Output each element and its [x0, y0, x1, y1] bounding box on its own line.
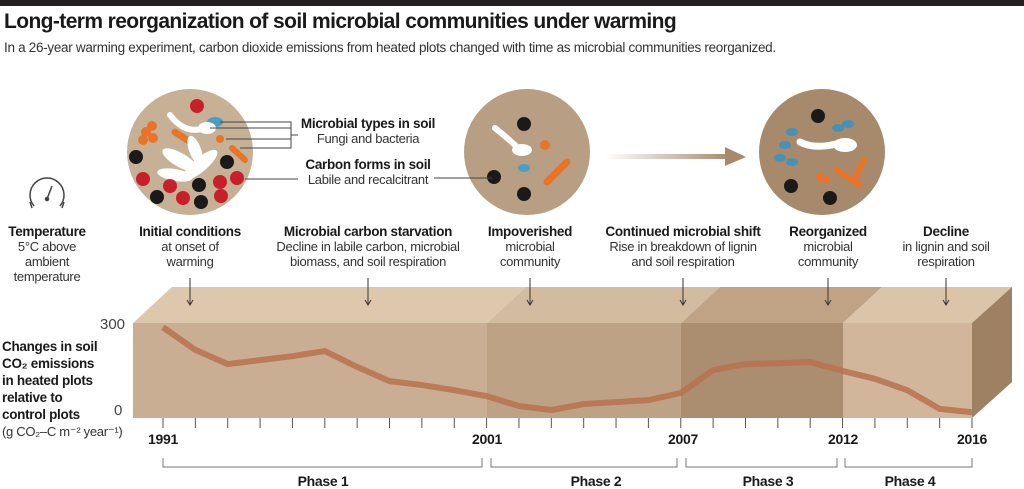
stage-continued-shift: Continued microbial shift Rise in breakd… [605, 224, 761, 269]
stage-text: ambient [24, 254, 70, 269]
phase-label: Phase 4 [884, 473, 936, 489]
top-bar [0, 0, 1024, 6]
impoverished-community-circle [464, 89, 590, 215]
stage-carbon-starvation: Microbial carbon starvation Decline in l… [276, 224, 459, 269]
stage-title: Microbial carbon starvation [283, 224, 453, 239]
y-label-line: relative to [2, 390, 63, 405]
year-ticks [162, 418, 973, 428]
stage-title: Impoverished [487, 224, 573, 239]
y-label-line: Changes in soil [2, 339, 98, 354]
y-label-line: CO₂ emissions [2, 356, 95, 371]
stage-arrows [186, 278, 950, 306]
stage-text: microbial [803, 239, 853, 254]
y-tick-0: 0 [114, 402, 123, 419]
stage-text: at onset of [161, 239, 219, 254]
legend-carbon: Carbon forms in soil Labile and recalcit… [305, 157, 431, 187]
y-label-line: control plots [2, 407, 80, 422]
stage-title: Decline [923, 224, 969, 239]
stage-initial-conditions: Initial conditions at onset of warming [139, 224, 241, 269]
reorganized-community-circle [759, 89, 885, 215]
legend-microbial-sub: Fungi and bacteria [316, 131, 420, 146]
co2-emissions-line [161, 324, 973, 416]
carbon-symbols [129, 99, 244, 209]
stage-text: warming [166, 254, 214, 269]
stage-impoverished: Impoverished microbial community [488, 224, 572, 269]
figure-subtitle: In a 26-year warming experiment, carbon … [4, 40, 776, 55]
legend-microbial: Microbial types in soil Fungi and bacter… [301, 116, 435, 146]
year-label: 1991 [148, 431, 178, 447]
y-axis-units: (g CO₂–C m⁻² year⁻¹) [2, 424, 123, 439]
y-axis-label: Changes in soil CO₂ emissions in heated … [2, 338, 98, 423]
stage-text: and soil respiration [631, 254, 735, 269]
down-arrow-icon [526, 278, 534, 306]
year-label: 2007 [668, 431, 698, 447]
figure-title: Long-term reorganization of soil microbi… [4, 10, 677, 33]
legend-carbon-sub: Labile and recalcitrant [307, 172, 429, 187]
stage-text: 5°C above [17, 239, 77, 254]
year-label: 2016 [957, 431, 987, 447]
stage-title: Continued microbial shift [605, 224, 761, 239]
legend-carbon-title: Carbon forms in soil [305, 157, 431, 172]
stage-text: biomass, and soil respiration [289, 254, 447, 269]
temperature-gauge-icon [29, 177, 65, 209]
stage-text: respiration [917, 254, 975, 269]
stage-text: community [499, 254, 561, 269]
stage-text: temperature [13, 269, 81, 284]
stage-text: in lignin and soil [902, 239, 990, 254]
year-label: 2001 [472, 431, 502, 447]
down-arrow-icon [942, 278, 950, 306]
stage-title: Reorganized [789, 224, 867, 239]
year-label: 2012 [828, 431, 858, 447]
down-arrow-icon [679, 278, 687, 306]
progress-arrow [605, 147, 746, 166]
phase-brackets [162, 458, 973, 468]
initial-community-circle [127, 89, 253, 215]
y-tick-300: 300 [100, 316, 126, 333]
down-arrow-icon [824, 278, 832, 306]
stage-decline: Decline in lignin and soil respiration [902, 224, 989, 269]
legend-leaders [210, 121, 492, 180]
down-arrow-icon [364, 278, 372, 306]
soil-block [133, 287, 1012, 418]
stage-text: microbial [505, 239, 555, 254]
phase-label: Phase 2 [570, 473, 622, 489]
stage-text: Rise in breakdown of lignin [609, 239, 757, 254]
phase-label: Phase 3 [742, 473, 794, 489]
down-arrow-icon [186, 278, 194, 306]
stage-text: Decline in labile carbon, microbial [276, 239, 460, 254]
phase-label: Phase 1 [297, 473, 349, 489]
stage-reorganized: Reorganized microbial community [789, 224, 867, 269]
stage-text: community [797, 254, 859, 269]
legend-microbial-title: Microbial types in soil [300, 116, 436, 131]
stage-title: Temperature [8, 224, 86, 239]
stage-title: Initial conditions [139, 224, 241, 239]
y-label-line: in heated plots [2, 373, 93, 388]
stage-temperature: Temperature 5°C above ambient temperatur… [8, 224, 86, 284]
